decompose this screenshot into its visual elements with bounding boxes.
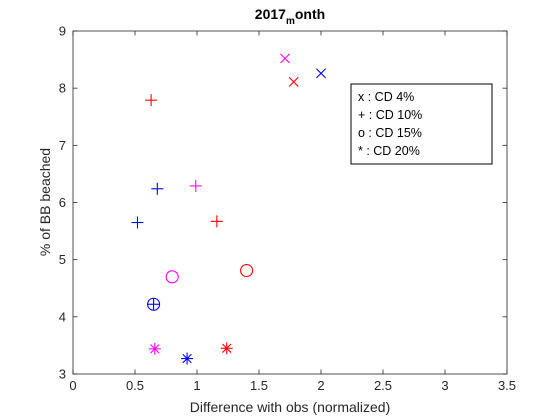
marker-stroke: [150, 344, 160, 354]
title-prefix: 2017: [255, 6, 286, 22]
marker-stroke: [240, 263, 254, 278]
data-point-plus-marker: [210, 215, 223, 228]
legend: x : CD 4% + : CD 10% o : CD 15% * : CD 2…: [350, 83, 493, 165]
data-point-star-marker: [181, 352, 194, 365]
x-axis-label: Difference with obs (normalized): [190, 399, 391, 415]
x-tick-label: 1: [193, 378, 200, 393]
marker-stroke: [222, 343, 232, 353]
marker-stroke: [288, 76, 299, 87]
legend-entry: + : CD 10%: [358, 108, 422, 122]
chart-title: 2017month: [255, 6, 325, 27]
data-point-x-marker: [280, 53, 291, 64]
x-tick-label: 0.5: [126, 378, 144, 393]
y-axis-label: % of BB beached: [37, 148, 53, 256]
y-tick-label: 5: [59, 252, 66, 267]
data-point-x-marker: [288, 76, 299, 87]
marker-stroke: [280, 53, 291, 64]
y-tick-label: 6: [59, 195, 66, 210]
data-point-x-marker: [316, 68, 326, 79]
legend-entry: o : CD 15%: [358, 126, 422, 140]
legend-entry: x : CD 4%: [358, 90, 414, 104]
marker-stroke: [165, 270, 179, 284]
data-point-plus-marker: [151, 182, 164, 195]
x-tick-label: 1.5: [250, 378, 268, 393]
data-markers: [131, 53, 326, 365]
data-point-circle-marker: [240, 263, 254, 278]
y-tick-label: 8: [59, 81, 66, 96]
x-tick-label: 2.5: [374, 378, 392, 393]
data-point-star-marker: [148, 342, 161, 355]
axis-ticks: 0 0.5 1 1.5 2 2.5 3 3.5 3 4 5 6 7 8 9: [59, 24, 516, 394]
legend-entry: * : CD 20%: [358, 144, 420, 158]
title-suffix: onth: [295, 6, 325, 22]
plot-area: [72, 30, 508, 375]
data-point-star-marker: [220, 342, 233, 355]
legend-box: [350, 83, 493, 165]
marker-stroke: [316, 68, 326, 79]
x-tick-label: 3: [441, 378, 448, 393]
data-point-plus-marker: [145, 94, 158, 107]
data-point-plus-marker: [189, 179, 202, 192]
data-point-circle-marker: [165, 270, 179, 284]
x-tick-label: 0: [69, 378, 76, 393]
y-tick-label: 7: [59, 138, 66, 153]
x-tick-label: 3.5: [498, 378, 516, 393]
title-subscript: m: [286, 16, 295, 27]
x-tick-label: 2: [317, 378, 324, 393]
marker-stroke: [182, 353, 192, 364]
data-point-plus-marker: [131, 216, 144, 229]
y-tick-label: 4: [59, 309, 66, 324]
y-tick-label: 3: [59, 367, 66, 382]
y-tick-label: 9: [59, 24, 66, 39]
data-point-plus-marker: [147, 298, 160, 311]
